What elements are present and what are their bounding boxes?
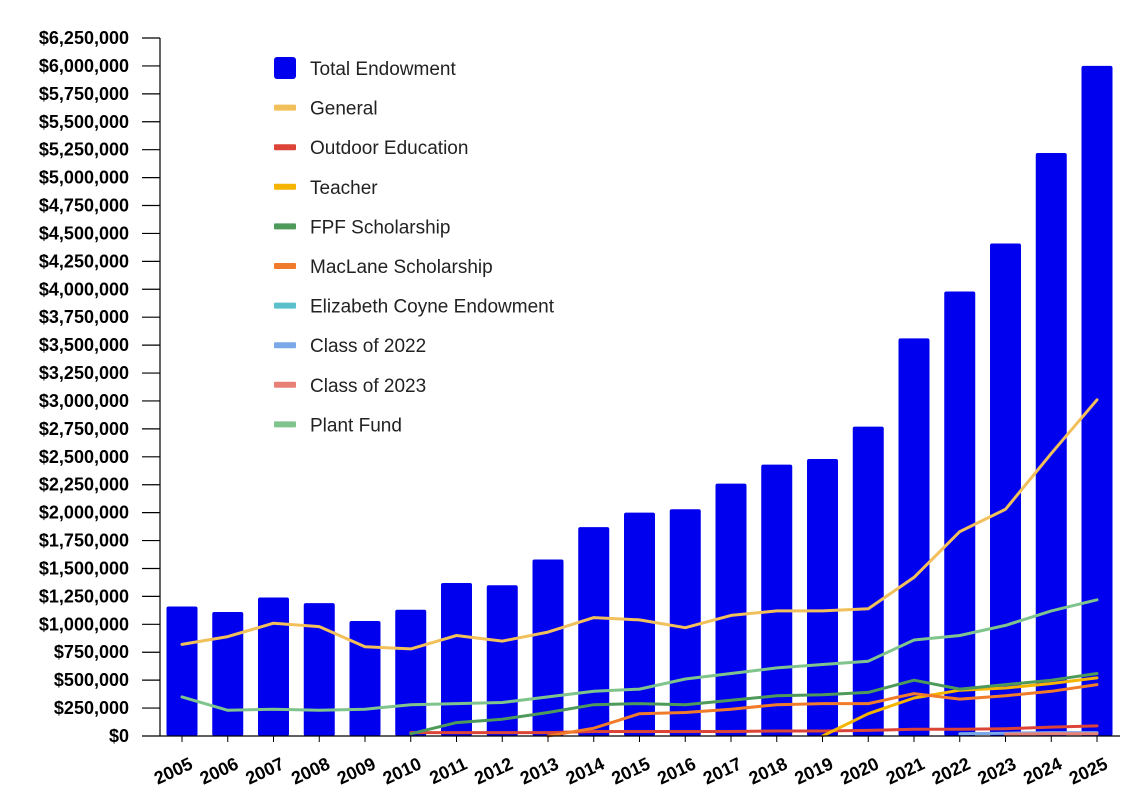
bar-total-endowment-2024 xyxy=(1035,153,1067,736)
x-tick-label: 2017 xyxy=(700,753,745,788)
x-tick-label: 2012 xyxy=(471,753,516,788)
legend-swatch-total-endowment xyxy=(274,57,296,79)
x-tick-label: 2009 xyxy=(334,753,379,788)
legend-swatch-class-of-2022 xyxy=(274,342,296,349)
line-outdoor-education xyxy=(409,724,1099,735)
x-tick-label: 2020 xyxy=(837,753,882,788)
y-tick-label: $5,250,000 xyxy=(39,140,129,160)
y-tick-label: $2,500,000 xyxy=(39,447,129,467)
legend-swatch-maclane-scholarship xyxy=(274,263,296,269)
legend-label-teacher: Teacher xyxy=(310,178,378,199)
bar-total-endowment-2014 xyxy=(578,527,610,736)
y-tick-label: $2,750,000 xyxy=(39,419,129,439)
line-maclane-scholarship xyxy=(546,683,1099,738)
legend-label-outdoor-education: Outdoor Education xyxy=(310,138,468,159)
bar-total-endowment-2016 xyxy=(669,509,701,736)
legend-swatch-elizabeth-coyne-endowment xyxy=(274,302,296,309)
y-tick-label: $500,000 xyxy=(54,670,129,690)
legend-label-plant-fund: Plant Fund xyxy=(310,415,402,436)
x-tick-label: 2024 xyxy=(1020,753,1065,788)
y-tick-label: $4,500,000 xyxy=(39,223,129,243)
legend-swatch-fpf-scholarship xyxy=(274,223,296,230)
bar-total-endowment-2012 xyxy=(486,585,518,736)
x-tick-label: 2022 xyxy=(929,753,974,788)
series-lines xyxy=(180,398,1099,738)
y-tick-label: $5,750,000 xyxy=(39,84,129,104)
bar-total-endowment-2007 xyxy=(258,597,289,736)
y-tick-label: $1,250,000 xyxy=(39,586,129,606)
line-plant-fund xyxy=(180,598,1099,712)
y-tick-label: $4,000,000 xyxy=(39,279,129,299)
legend-label-class-of-2022: Class of 2022 xyxy=(310,336,426,357)
x-tick-label: 2006 xyxy=(197,753,242,788)
legend-label-general: General xyxy=(310,99,378,120)
y-tick-label: $2,250,000 xyxy=(39,475,129,495)
bars-total-endowment xyxy=(166,65,1113,737)
y-tick-label: $3,750,000 xyxy=(39,307,129,327)
y-tick-label: $6,000,000 xyxy=(39,56,129,76)
x-tick-label: 2008 xyxy=(288,753,333,788)
bar-total-endowment-2019 xyxy=(807,459,838,736)
x-tick-label: 2011 xyxy=(426,753,470,788)
y-tick-label: $1,750,000 xyxy=(39,531,129,551)
x-tick-label: 2007 xyxy=(242,753,287,788)
y-tick-label: $3,250,000 xyxy=(39,363,129,383)
x-axis: 2005 2006 2007 2008 2009 2010 2011 2012 2013 2014… xyxy=(151,735,1120,789)
line-fpf-scholarship xyxy=(409,672,1099,736)
y-tick-label: $4,750,000 xyxy=(39,196,129,216)
bar-total-endowment-2023 xyxy=(990,243,1021,736)
line-general xyxy=(180,398,1099,651)
y-tick-label: $0 xyxy=(109,726,129,746)
legend-label-class-of-2023: Class of 2023 xyxy=(310,376,426,397)
legend-label-total-endowment: Total Endowment xyxy=(310,59,456,80)
legend-swatch-plant-fund xyxy=(274,421,296,428)
y-tick-label: $3,500,000 xyxy=(39,335,129,355)
line-class-of-2023 xyxy=(1004,732,1099,736)
bar-total-endowment-2015 xyxy=(624,512,655,736)
x-tick-label: 2016 xyxy=(654,753,699,788)
bar-total-endowment-2006 xyxy=(212,612,244,736)
y-tick-label: $6,250,000 xyxy=(39,28,129,48)
bar-total-endowment-2005 xyxy=(166,606,198,736)
x-tick-label: 2013 xyxy=(517,753,562,788)
y-tick-label: $750,000 xyxy=(54,642,129,662)
x-tick-label: 2005 xyxy=(151,753,196,788)
legend-label-maclane-scholarship: MacLane Scholarship xyxy=(310,257,493,278)
legend-swatch-teacher xyxy=(274,183,296,190)
y-tick-label: $5,000,000 xyxy=(39,168,129,188)
x-tick-label: 2021 xyxy=(883,753,928,788)
y-tick-label: $250,000 xyxy=(54,698,129,718)
legend-swatch-outdoor-education xyxy=(274,144,296,151)
y-axis: $0 $250,000 $500,000 $750,000 $1,000,000 $1,2… xyxy=(39,28,161,746)
legend-swatch-class-of-2023 xyxy=(274,381,296,388)
y-tick-label: $2,000,000 xyxy=(39,503,129,523)
x-tick-label: 2018 xyxy=(746,753,791,788)
legend-label-elizabeth-coyne-endowment: Elizabeth Coyne Endowment xyxy=(310,297,555,318)
y-tick-label: $5,500,000 xyxy=(39,112,129,132)
y-tick-label: $1,500,000 xyxy=(39,558,129,578)
bar-total-endowment-2010 xyxy=(395,609,427,736)
x-tick-label: 2010 xyxy=(380,753,425,788)
y-tick-label: $3,000,000 xyxy=(39,391,129,411)
x-tick-label: 2015 xyxy=(608,753,653,788)
bar-total-endowment-2021 xyxy=(898,338,930,736)
legend-swatch-general xyxy=(274,104,296,111)
legend: Total Endowment General Outdoor Education T… xyxy=(274,57,555,436)
y-tick-label: $1,000,000 xyxy=(39,614,129,634)
x-tick-label: 2019 xyxy=(791,753,836,788)
legend-label-fpf-scholarship: FPF Scholarship xyxy=(310,217,450,238)
bar-total-endowment-2022 xyxy=(944,291,976,736)
y-tick-label: $4,250,000 xyxy=(39,251,129,271)
x-tick-label: 2025 xyxy=(1066,753,1111,788)
x-tick-label: 2014 xyxy=(563,753,608,788)
bar-total-endowment-2013 xyxy=(532,559,564,736)
bar-total-endowment-2011 xyxy=(441,582,472,736)
bar-total-endowment-2008 xyxy=(303,603,335,736)
bar-total-endowment-2009 xyxy=(349,620,381,736)
x-tick-label: 2023 xyxy=(974,753,1019,788)
